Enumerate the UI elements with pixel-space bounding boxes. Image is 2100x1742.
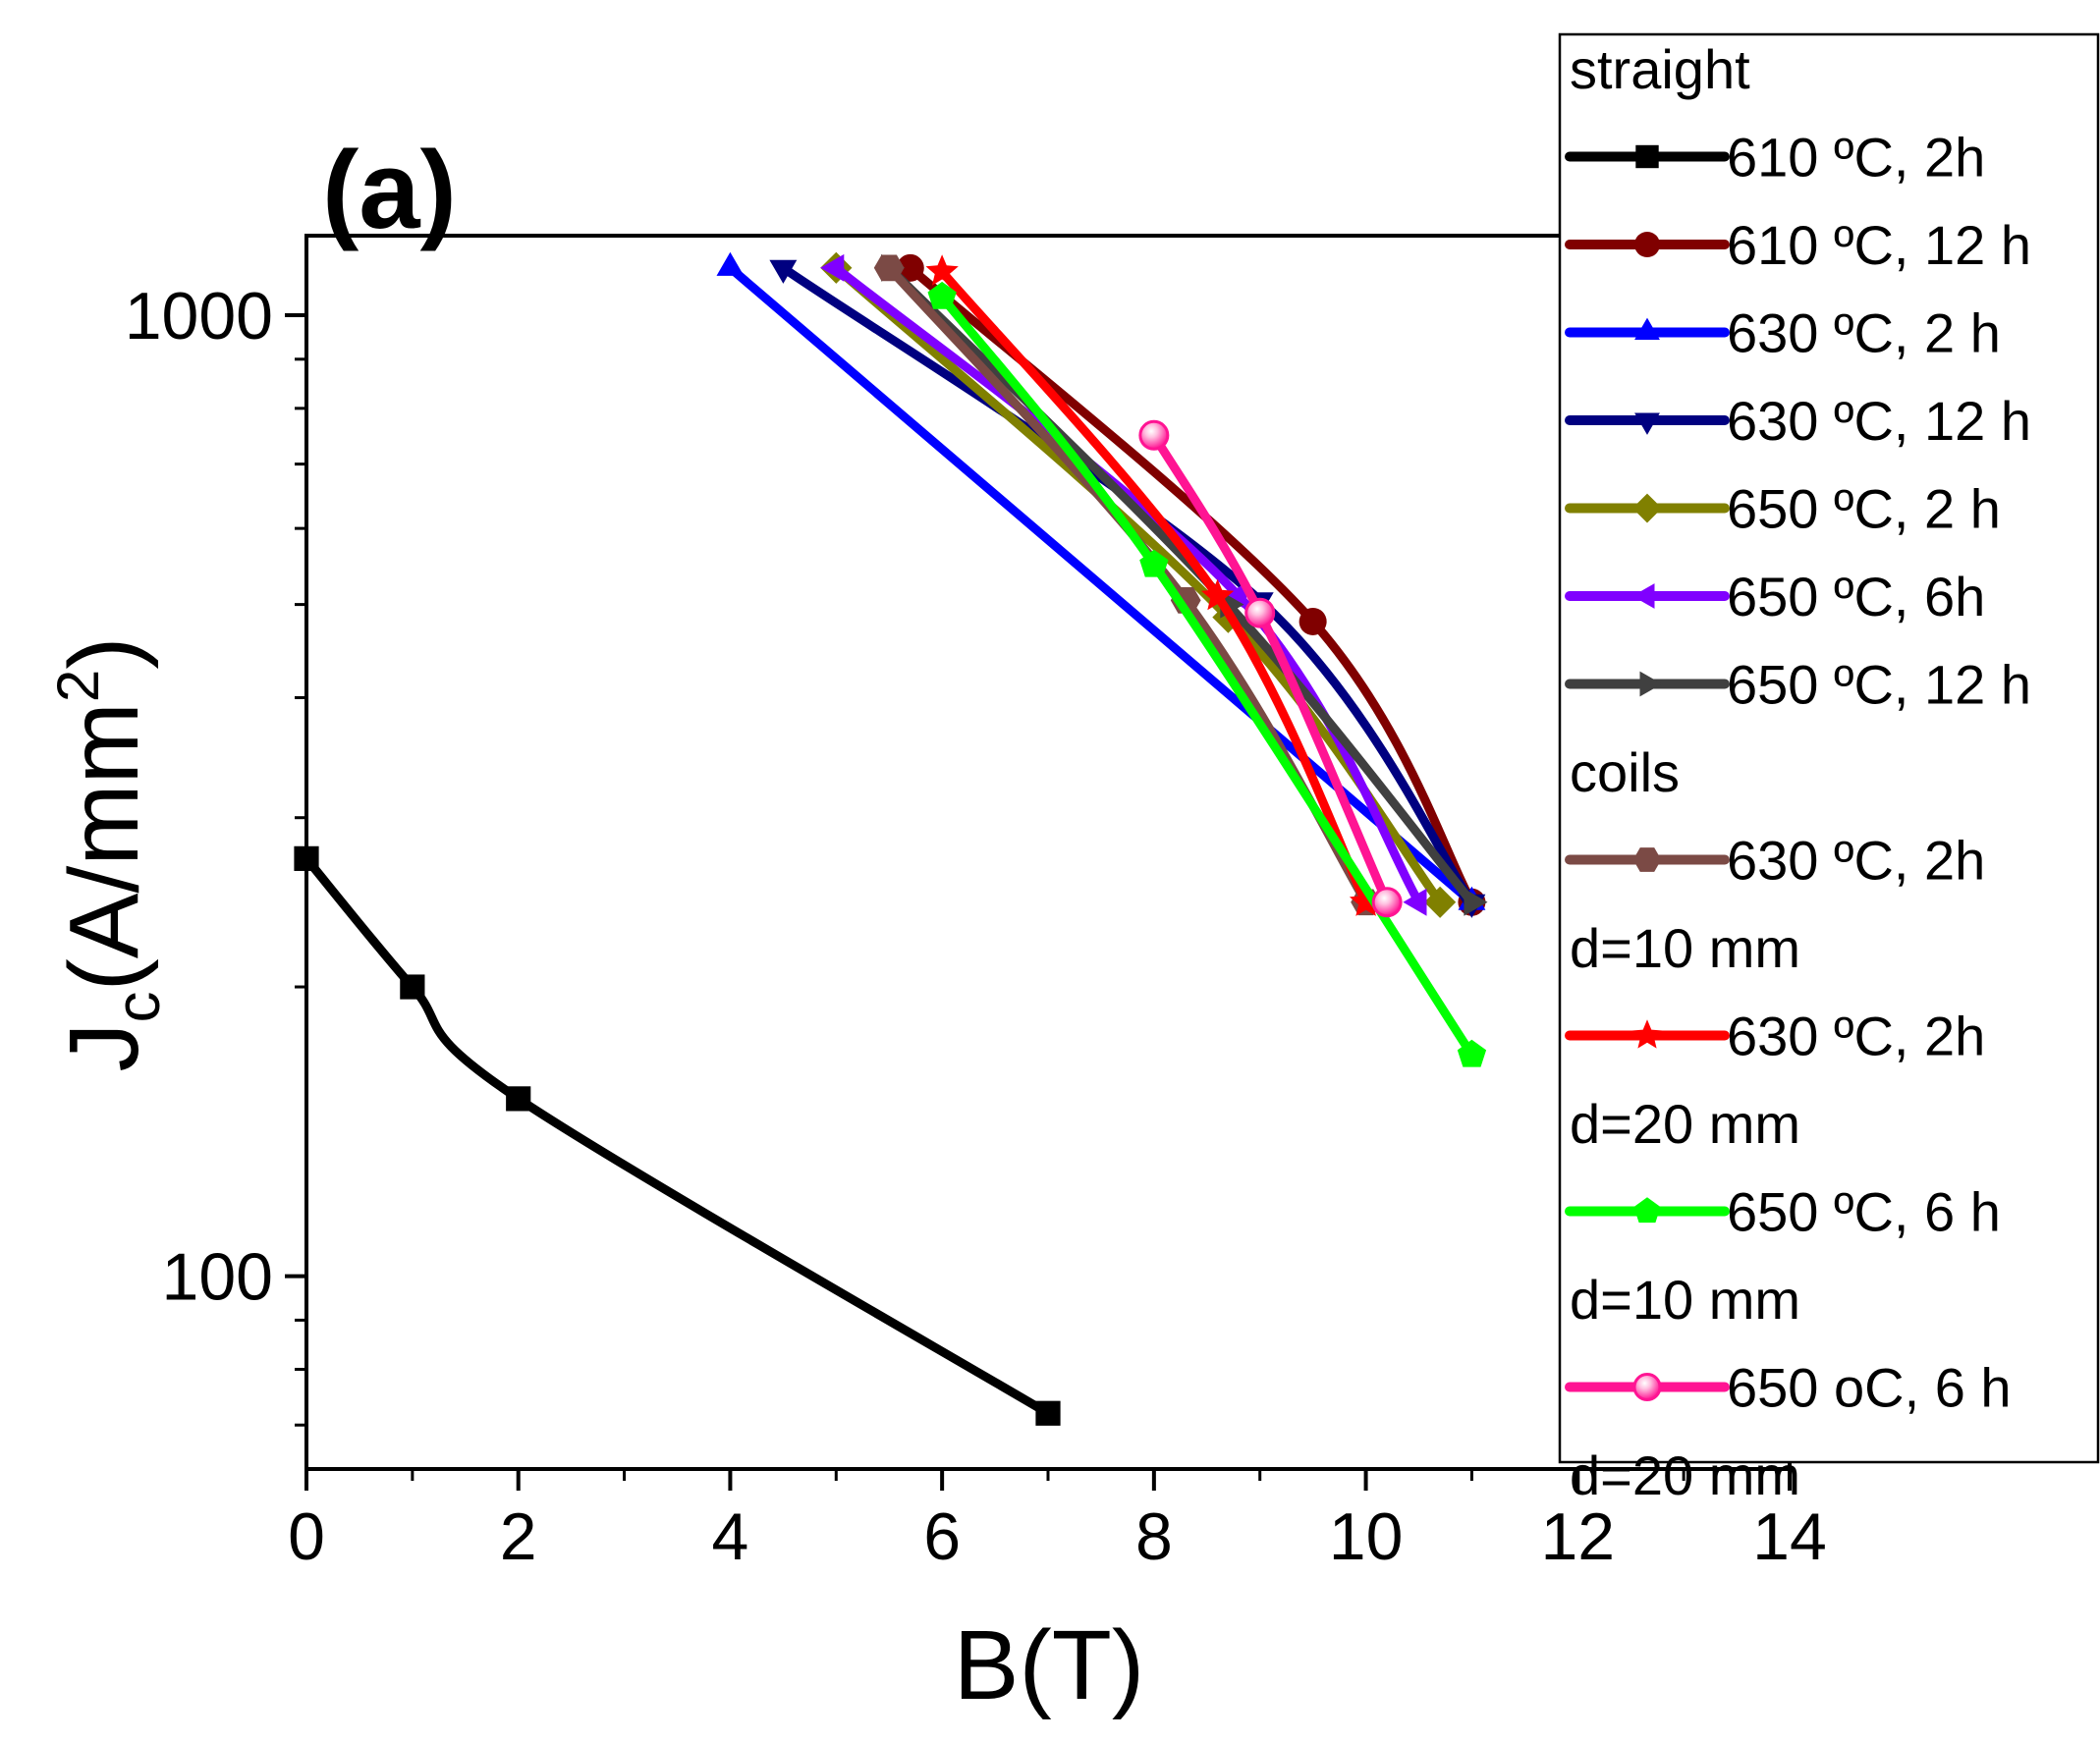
x-tick-label: 4 (712, 1499, 749, 1574)
legend-entry: 610 ºC, 12 h (1565, 214, 2031, 276)
legend-entry: 650 ºC, 12 h (1565, 654, 2031, 716)
y-axis-title-sup: 2 (45, 670, 111, 702)
data-point (927, 281, 957, 309)
series-line (831, 263, 1423, 907)
data-point (1138, 419, 1170, 451)
legend-label: 610 ºC, 12 h (1727, 214, 2031, 276)
data-point (1139, 549, 1169, 577)
legend-label: 630 ºC, 2h (1727, 1006, 1985, 1067)
legend-entry: 650 ºC, 2 h (1565, 478, 2001, 540)
data-point (1244, 597, 1276, 628)
series-layer (294, 251, 1488, 1426)
legend-items: straight 610 ºC, 2h 610 ºC, 12 h 630 ºC, 2 … (1565, 38, 2031, 1506)
series-0 (294, 845, 1061, 1426)
x-tick-label: 6 (923, 1499, 961, 1574)
x-tick-label: 14 (1752, 1499, 1827, 1574)
legend-label: 650 ºC, 6h (1727, 566, 1985, 627)
data-point (506, 1086, 531, 1112)
legend-box (1558, 32, 2100, 1464)
data-point (716, 251, 745, 276)
series-9 (927, 281, 1487, 1067)
series-5 (820, 253, 1427, 916)
series-line (725, 263, 1476, 907)
legend-swatch-marker (1632, 1373, 1662, 1401)
data-point (1457, 1039, 1487, 1067)
legend-swatch-marker (1634, 317, 1660, 340)
legend-entry: 630 ºC, 2h (1565, 830, 1985, 892)
legend-entry: 610 ºC, 2h (1565, 127, 1985, 189)
series-line (937, 292, 1476, 1060)
data-point (925, 254, 959, 286)
series-10 (1138, 419, 1403, 918)
x-tick-label: 12 (1540, 1499, 1615, 1574)
legend-label: 650 ºC, 2 h (1727, 478, 2001, 540)
x-axis-title: B(T) (954, 1610, 1144, 1720)
data-point (1464, 888, 1488, 916)
y-tick-label: 1000 (125, 279, 273, 354)
panel-label: (a) (322, 129, 457, 251)
data-point (1403, 888, 1427, 916)
legend-label: 630 ºC, 2h (1727, 830, 1985, 892)
data-point (1200, 578, 1235, 611)
axis-ticks: 0 2 4 6 8 10 12 14 100 1000 (125, 279, 1827, 1574)
legend-swatch-marker (1635, 144, 1659, 169)
legend-entry: 630 ºC, 2h (1565, 1006, 1985, 1067)
legend-swatch-marker (1632, 493, 1662, 523)
y-tick-label: 100 (162, 1240, 273, 1315)
legend-label: 650 ºC, 12 h (1727, 654, 2031, 716)
legend-entry: 630 ºC, 2 h (1565, 302, 2001, 364)
legend-swatch-marker (1631, 1019, 1663, 1049)
legend-sublabel: d=20 mm (1570, 1444, 1800, 1506)
y-axis-title-close: ) (49, 636, 159, 669)
x-tick-label: 8 (1135, 1499, 1173, 1574)
legend-sublabel: d=10 mm (1570, 917, 1800, 979)
legend-entry: 650 ºC, 6h (1565, 566, 1985, 627)
legend-sublabel: d=20 mm (1570, 1093, 1800, 1155)
legend-label: 630 ºC, 12 h (1727, 390, 2031, 452)
data-point (400, 974, 425, 1000)
x-tick-label: 10 (1329, 1499, 1404, 1574)
legend-swatch-marker (1634, 412, 1660, 435)
x-tick-label: 0 (288, 1499, 325, 1574)
legend-label: 650 ºC, 6 h (1727, 1181, 2001, 1243)
data-point (820, 253, 845, 282)
data-point (1424, 886, 1457, 918)
legend-entry: 630 ºC, 12 h (1565, 390, 2031, 452)
legend-swatch-marker (1632, 847, 1662, 872)
y-axis-title-sub: c (102, 992, 173, 1023)
legend-label: 610 ºC, 2h (1727, 127, 1985, 189)
legend-group-title: straight (1570, 38, 1750, 100)
data-point (769, 259, 798, 284)
legend-entry: 650 ºC, 6 h (1565, 1181, 2001, 1243)
x-tick-label: 2 (500, 1499, 537, 1574)
legend-group-title: coils (1570, 741, 1680, 803)
data-point (896, 253, 924, 282)
data-point (1371, 887, 1403, 918)
legend-swatch-marker (1632, 583, 1655, 609)
panel-label-text: (a) (322, 129, 457, 251)
y-axis-title-rest: (A/mm (49, 702, 159, 991)
legend-sublabel: d=10 mm (1570, 1269, 1800, 1331)
legend-swatch-marker (1634, 232, 1660, 257)
data-point (1035, 1400, 1061, 1426)
legend-swatch-marker (1633, 1197, 1661, 1224)
y-axis-title-main: J (49, 1023, 159, 1072)
legend-label: 630 ºC, 2 h (1727, 302, 2001, 364)
series-line (778, 263, 1476, 907)
legend-label: 650 oC, 6 h (1727, 1357, 2012, 1419)
series-line (302, 853, 1053, 1418)
legend: straight 610 ºC, 2h 610 ºC, 12 h 630 ºC, 2 … (1558, 32, 2100, 1506)
legend-swatch-marker (1639, 671, 1662, 697)
legend-entry: 650 oC, 6 h (1565, 1357, 2012, 1419)
data-point (1299, 607, 1327, 635)
y-axis-title: Jc(A/mm2) (45, 636, 173, 1071)
data-point (873, 254, 905, 282)
